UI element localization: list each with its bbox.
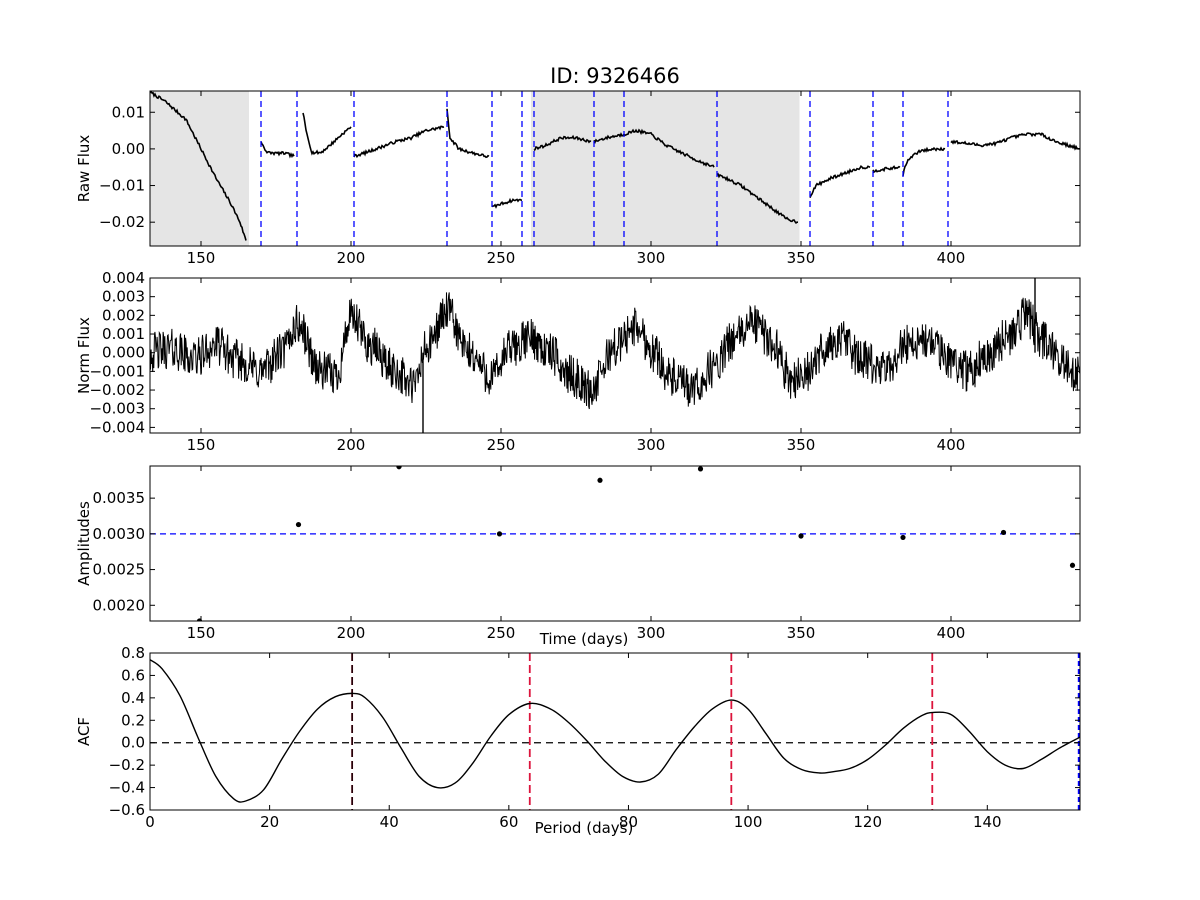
amplitude-point — [1069, 562, 1076, 568]
y-axis-label: Amplitudes — [75, 501, 93, 586]
x-tick-label: 200 — [337, 436, 366, 454]
y-tick-label: 0.6 — [121, 666, 145, 684]
amplitude-point — [396, 466, 402, 470]
y-tick-label: −0.01 — [99, 177, 145, 195]
y-tick-label: 0.000 — [102, 344, 145, 362]
x-tick-label: 300 — [637, 436, 666, 454]
y-tick-label: −0.001 — [89, 362, 145, 380]
amplitude-point — [295, 521, 302, 528]
y-tick-label: 0.0035 — [93, 489, 146, 507]
x-tick-label: 150 — [187, 249, 216, 267]
flux-segment — [150, 91, 247, 241]
flux-segment — [446, 108, 490, 159]
x-tick-label: 400 — [937, 249, 966, 267]
x-tick-label: 120 — [853, 813, 882, 831]
x-tick-label: 350 — [787, 249, 816, 267]
flux-segment — [260, 141, 295, 159]
x-tick-label: 80 — [619, 813, 638, 831]
x-tick-label: 40 — [380, 813, 399, 831]
amplitude-point — [597, 477, 603, 483]
acf-line — [150, 659, 1080, 803]
plot-area — [150, 653, 1080, 810]
panel-acf: 0 20 40 60 80 100 120 140 −0.6 −0.4 −0.2 0.0 0.2 0.4 0… — [75, 644, 1081, 837]
y-tick-label: 0.01 — [112, 103, 145, 121]
axes-frame — [149, 652, 1081, 811]
x-axis-label: Time (days) — [539, 630, 629, 648]
norm-flux-line — [150, 292, 1080, 410]
panel-norm_flux: 150 200 250 300 350 400 −0.004−0.003−0.002−0.0… — [75, 269, 1081, 454]
x-tick-label: 150 — [187, 436, 216, 454]
y-tick-label: −0.002 — [89, 381, 145, 399]
flux-segment — [533, 134, 592, 151]
flux-segment — [902, 146, 946, 177]
x-tick-label: 250 — [487, 436, 516, 454]
amplitude-point — [496, 531, 503, 537]
x-tick-label: 20 — [260, 813, 279, 831]
panel-amplitudes: 150 200 250 300 350 400 0.0020 0.0025 0.0030 0.00… — [75, 465, 1081, 648]
y-tick-label: 0.0020 — [93, 596, 146, 614]
axes-frame — [149, 465, 1081, 622]
x-tick-label: 300 — [637, 249, 666, 267]
y-tick-label: 0.00 — [112, 140, 145, 158]
amplitude-point — [900, 534, 906, 541]
flux-segment — [302, 112, 352, 156]
y-tick-label: 0.2 — [121, 711, 145, 729]
amplitude-point — [798, 533, 804, 539]
y-tick-label: −0.003 — [89, 400, 145, 418]
plot-area — [150, 466, 1080, 621]
flux-segment — [872, 165, 901, 174]
plot-area — [150, 91, 1080, 246]
x-tick-label: 350 — [787, 624, 816, 642]
y-axis-label: Norm Flux — [75, 317, 93, 394]
y-tick-label: −0.6 — [109, 801, 145, 819]
x-tick-label: 150 — [187, 624, 216, 642]
y-tick-label: −0.004 — [89, 418, 145, 436]
flux-segment — [623, 128, 715, 168]
x-tick-label: 200 — [337, 624, 366, 642]
y-tick-label: −0.2 — [109, 756, 145, 774]
flux-segment — [716, 172, 798, 224]
x-tick-label: 140 — [973, 813, 1002, 831]
y-tick-label: 0.8 — [121, 644, 145, 662]
flux-segment — [491, 197, 523, 209]
x-tick-label: 250 — [487, 249, 516, 267]
axes-frame — [149, 90, 1081, 247]
y-tick-label: 0.004 — [102, 269, 145, 287]
x-tick-label: 250 — [487, 624, 516, 642]
y-tick-label: 0.001 — [102, 325, 145, 343]
x-tick-label: 60 — [499, 813, 518, 831]
shaded-region — [531, 91, 800, 246]
flux-segment — [353, 125, 445, 159]
x-tick-label: 300 — [637, 624, 666, 642]
x-tick-label: 400 — [937, 436, 966, 454]
figure-title: ID: 9326466 — [550, 64, 680, 88]
x-tick-label: 0 — [145, 813, 155, 831]
y-tick-label: 0.0025 — [93, 561, 146, 579]
y-tick-label: −0.4 — [109, 779, 145, 797]
y-tick-label: 0.002 — [102, 306, 145, 324]
plot-area — [150, 278, 1080, 433]
y-tick-label: 0.0030 — [93, 525, 146, 543]
x-tick-label: 100 — [734, 813, 763, 831]
y-axis-label: Raw Flux — [75, 135, 93, 203]
x-tick-label: 350 — [787, 436, 816, 454]
y-axis-label: ACF — [75, 717, 93, 746]
y-tick-label: 0.4 — [121, 689, 145, 707]
flux-segment — [950, 132, 1080, 151]
x-tick-label: 400 — [937, 624, 966, 642]
flux-segment — [809, 164, 871, 199]
amplitude-point — [1000, 529, 1007, 536]
x-axis-label: Period (days) — [535, 819, 634, 837]
y-tick-label: 0.003 — [102, 288, 145, 306]
y-tick-label: −0.02 — [99, 213, 145, 231]
x-tick-label: 200 — [337, 249, 366, 267]
y-tick-label: 0.0 — [121, 734, 145, 752]
flux-segment — [593, 132, 625, 145]
panels: 150 200 250 300 350 400−0.02−0.010.000.01Raw … — [75, 90, 1081, 837]
amplitude-point — [697, 466, 704, 472]
panel-raw_flux: 150 200 250 300 350 400 −0.02 −0.01 0.00 0.01 Raw … — [75, 90, 1081, 267]
shaded-region — [150, 91, 249, 246]
axes-frame — [149, 277, 1081, 434]
